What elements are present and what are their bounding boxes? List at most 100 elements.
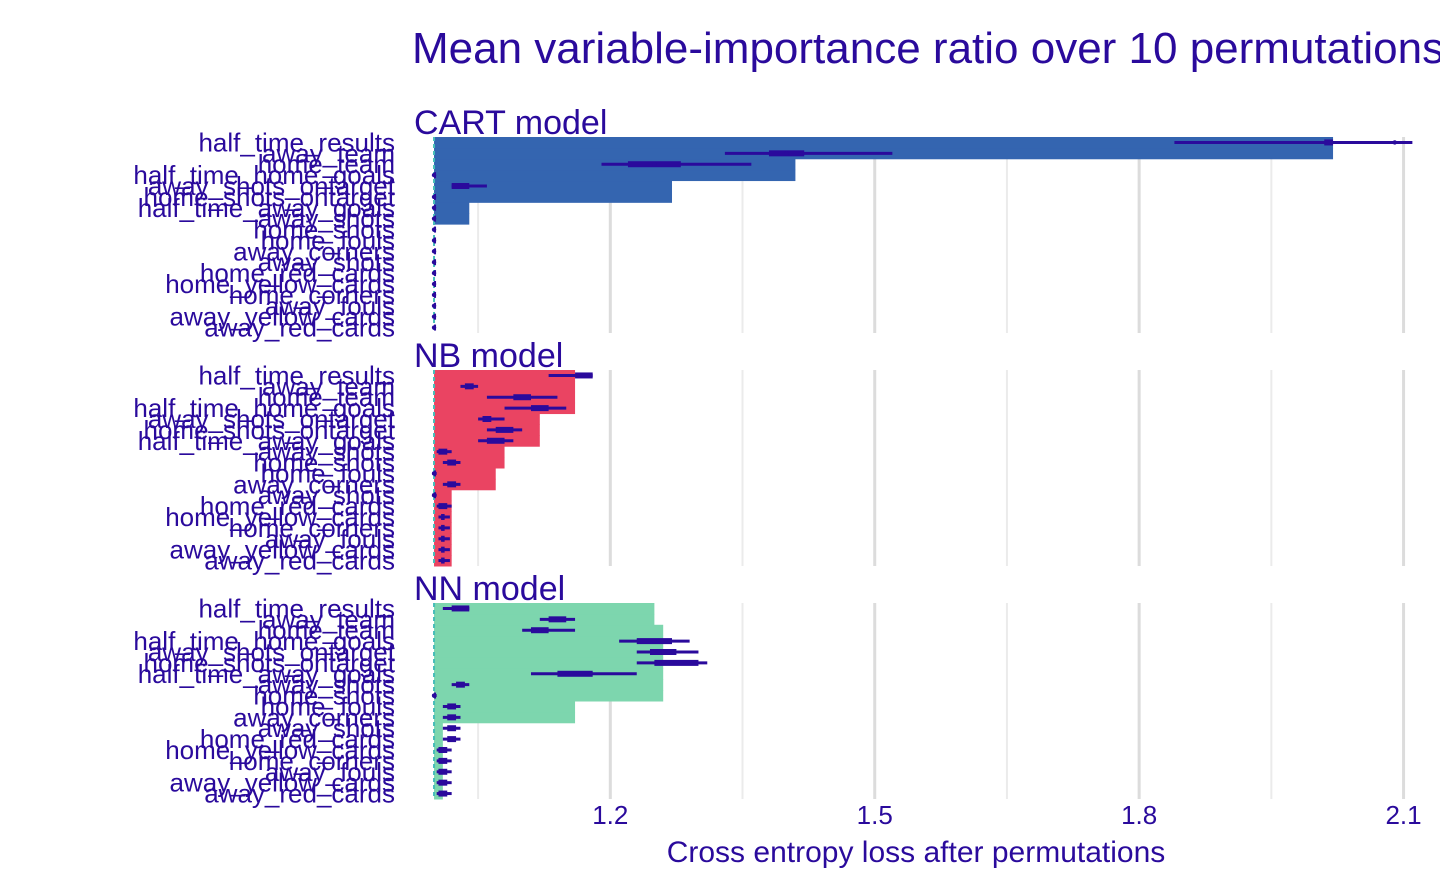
feature-label: half_time_away_goals [138,426,395,456]
feature-label: half_time_home_goals [133,160,395,190]
importance-bar [434,679,664,691]
feature-label: away_team [262,138,395,168]
feature-label: away_fouls [265,524,395,554]
importance-bar [434,380,576,393]
importance-bar [434,180,673,192]
boxplot-point [660,649,666,655]
boxplot-point [581,373,587,378]
feature-label: half_time_results [198,593,395,623]
boxplot-point [449,460,454,465]
importance-bar [434,213,470,225]
facet-label: CART model [414,104,607,142]
boxplot-point [431,292,437,298]
feature-label: away_yellow_cards [170,768,395,798]
importance-bar [434,733,443,746]
feature-label: half_time_away_goals [138,659,395,689]
feature-label: half_time_away_goals [138,193,395,223]
boxplot-point [467,384,472,389]
boxplot-point [440,449,446,454]
feature-label: away_red_cards [204,546,395,576]
feature-label: away_shots [258,480,395,510]
feature-label: away_shots_ontarget [148,637,396,667]
feature-label: away_shots_ontarget [148,171,396,201]
boxplot-point [431,493,437,498]
feature-label: away_yellow_cards [170,302,395,332]
feature-label: away_shots [258,247,395,277]
boxplot-point [440,514,446,520]
feature-label: home_corners [229,513,395,543]
panel-cart: CART model half_time_resultsaway_teamhome… [133,104,1413,343]
feature-label: half_time_home_goals [133,626,395,656]
feature-label: away_shots [258,437,395,467]
feature-label: home_fouls [261,458,395,488]
boxplot-point [440,525,446,531]
boxplot-point [449,704,454,709]
boxplot-point [440,758,446,764]
importance-bar [434,657,664,669]
facet-label: NN model [414,570,565,608]
feature-label: away_team [262,371,395,401]
boxplot-point [440,547,446,552]
x-tick-label: 1.2 [592,800,628,830]
feature-label: away_shots [258,670,395,700]
boxplot-point [449,482,454,487]
boxplot-point [652,638,657,644]
boxplot-point [502,427,507,433]
importance-bar [434,457,505,469]
boxplot-point [431,270,437,276]
boxplot-point [440,536,446,541]
feature-label: home_yellow_cards [165,269,395,299]
feature-label: home_shots_ontarget [143,182,395,212]
feature-label: home_red_cards [200,258,395,288]
feature-label: home_shots [253,215,395,245]
boxplot-point [652,162,657,167]
feature-label: home_red_cards [200,724,395,754]
boxplot-point [519,395,525,400]
boxplot-point [449,715,454,720]
feature-label: home_yellow_cards [165,502,395,532]
importance-bar [434,635,664,648]
feature-label: home_team [258,615,395,645]
feature-label: away_team [262,604,395,634]
importance-bar [434,711,576,724]
feature-label: home_red_cards [200,491,395,521]
importance-bar [434,137,1334,149]
boxplot-point [431,471,437,476]
boxplot-point [440,791,446,796]
boxplot-point [431,693,437,698]
importance-bar [434,202,470,214]
importance-bar [434,468,496,480]
boxplot-point [449,726,454,731]
feature-label: away_fouls [265,757,395,787]
feature-label: away_yellow_cards [170,535,395,565]
feature-label: half_time_home_goals [133,393,395,423]
feature-label: half_time_results [198,127,395,157]
boxplot-point [537,628,543,633]
boxplot-point [431,227,437,232]
boxplot-point [440,558,446,563]
panels: CART modelhalf_time_resultsaway_teamhome… [133,104,1413,809]
x-axis: 1.2 1.5 1.8 2.1 [592,800,1421,830]
feature-label: away_red_cards [204,313,395,343]
boxplot-point [493,438,498,443]
feature-label: half_time_results [198,360,395,390]
boxplot-point [440,747,446,753]
boxplot-point [537,405,543,411]
feature-label: home_shots_ontarget [143,648,395,678]
feature-label: home_yellow_cards [165,735,395,765]
importance-bar [434,690,664,702]
boxplot-point [431,303,437,308]
boxplot-point [431,194,437,200]
boxplot-point [431,238,437,243]
boxplot-point [484,416,490,422]
feature-label: home_shots_ontarget [143,415,395,445]
x-tick-label: 2.1 [1385,800,1421,830]
feature-label: away_fouls [265,291,395,321]
boxplot-point [431,281,437,287]
boxplot-point [431,216,437,221]
importance-bar [434,370,576,382]
boxplot-box [1324,139,1334,146]
feature-label: home_shots [253,681,395,711]
boxplot-point [440,769,446,774]
